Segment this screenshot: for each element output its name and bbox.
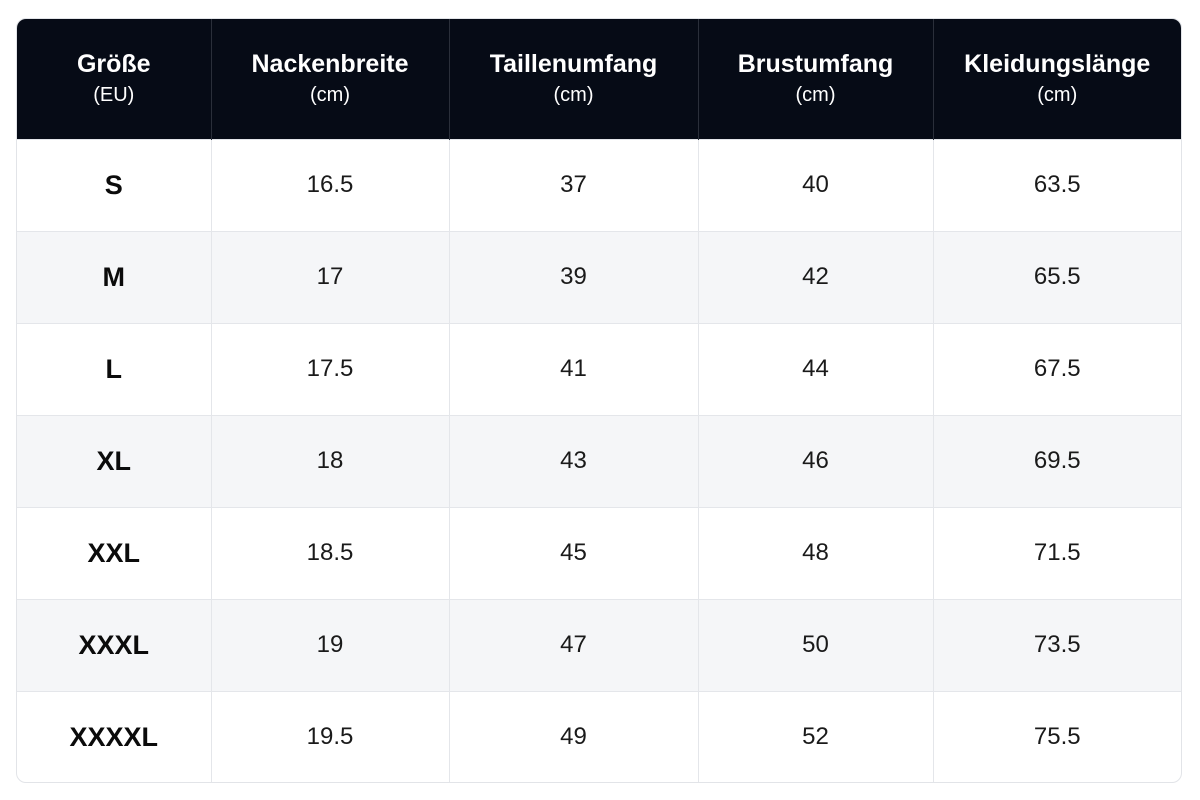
table-row: XL 18 43 46 69.5: [17, 414, 1181, 507]
size-cell: XXXXL: [17, 690, 211, 782]
chest-cell: 48: [697, 506, 933, 599]
size-cell: XL: [17, 414, 211, 507]
header-waist: Taillenumfang (cm): [448, 19, 698, 139]
length-cell: 69.5: [932, 414, 1181, 507]
header-label: Kleidungslänge: [964, 49, 1151, 78]
waist-cell: 37: [448, 138, 698, 231]
chest-cell: 42: [697, 230, 933, 323]
table-row: S 16.5 37 40 63.5: [17, 138, 1181, 231]
neck-width-cell: 19.5: [210, 690, 449, 782]
header-label: Nackenbreite: [251, 49, 409, 78]
waist-cell: 39: [448, 230, 698, 323]
chest-cell: 50: [697, 598, 933, 691]
header-unit: (cm): [310, 83, 350, 106]
length-cell: 75.5: [932, 690, 1181, 782]
size-chart: Größe (EU) Nackenbreite (cm) Taillenumfang…: [16, 18, 1182, 783]
length-cell: 63.5: [932, 138, 1181, 231]
header-label: Taillenumfang: [489, 49, 658, 78]
length-cell: 65.5: [932, 230, 1181, 323]
header-unit: (cm): [795, 83, 836, 106]
size-cell: XXL: [17, 506, 211, 599]
length-cell: 73.5: [932, 598, 1181, 691]
header-unit: (EU): [93, 83, 135, 106]
header-size: Größe (EU): [17, 19, 211, 139]
chest-cell: 44: [697, 322, 933, 415]
neck-width-cell: 19: [210, 598, 449, 691]
table-header: Größe (EU) Nackenbreite (cm) Taillenumfang…: [17, 19, 1181, 139]
length-cell: 67.5: [932, 322, 1181, 415]
length-cell: 71.5: [932, 506, 1181, 599]
table-row: XXXL 19 47 50 73.5: [17, 598, 1181, 691]
size-table: Größe (EU) Nackenbreite (cm) Taillenumfang…: [17, 19, 1181, 782]
header-length: Kleidungslänge (cm): [932, 19, 1181, 139]
chest-cell: 52: [697, 690, 933, 782]
header-chest: Brustumfang (cm): [697, 19, 933, 139]
header-row: Größe (EU) Nackenbreite (cm) Taillenumfang…: [17, 19, 1181, 139]
table-body: S 16.5 37 40 63.5 M 17 39 42 65.5 L 17.5…: [17, 138, 1181, 782]
neck-width-cell: 18: [210, 414, 449, 507]
waist-cell: 41: [448, 322, 698, 415]
neck-width-cell: 16.5: [210, 138, 449, 231]
waist-cell: 45: [448, 506, 698, 599]
size-cell: L: [17, 322, 211, 415]
neck-width-cell: 17: [210, 230, 449, 323]
neck-width-cell: 18.5: [210, 506, 449, 599]
header-label: Brustumfang: [737, 49, 894, 78]
table-row: L 17.5 41 44 67.5: [17, 322, 1181, 415]
neck-width-cell: 17.5: [210, 322, 449, 415]
waist-cell: 49: [448, 690, 698, 782]
waist-cell: 43: [448, 414, 698, 507]
table-row: M 17 39 42 65.5: [17, 230, 1181, 323]
size-cell: S: [17, 138, 211, 231]
size-cell: XXXL: [17, 598, 211, 691]
table-row: XXXXL 19.5 49 52 75.5: [17, 690, 1181, 782]
chest-cell: 46: [697, 414, 933, 507]
chest-cell: 40: [697, 138, 933, 231]
header-unit: (cm): [553, 83, 594, 106]
header-label: Größe: [76, 49, 151, 78]
header-unit: (cm): [1037, 83, 1078, 106]
size-cell: M: [17, 230, 211, 323]
waist-cell: 47: [448, 598, 698, 691]
table-row: XXL 18.5 45 48 71.5: [17, 506, 1181, 599]
header-neck-width: Nackenbreite (cm): [210, 19, 449, 139]
